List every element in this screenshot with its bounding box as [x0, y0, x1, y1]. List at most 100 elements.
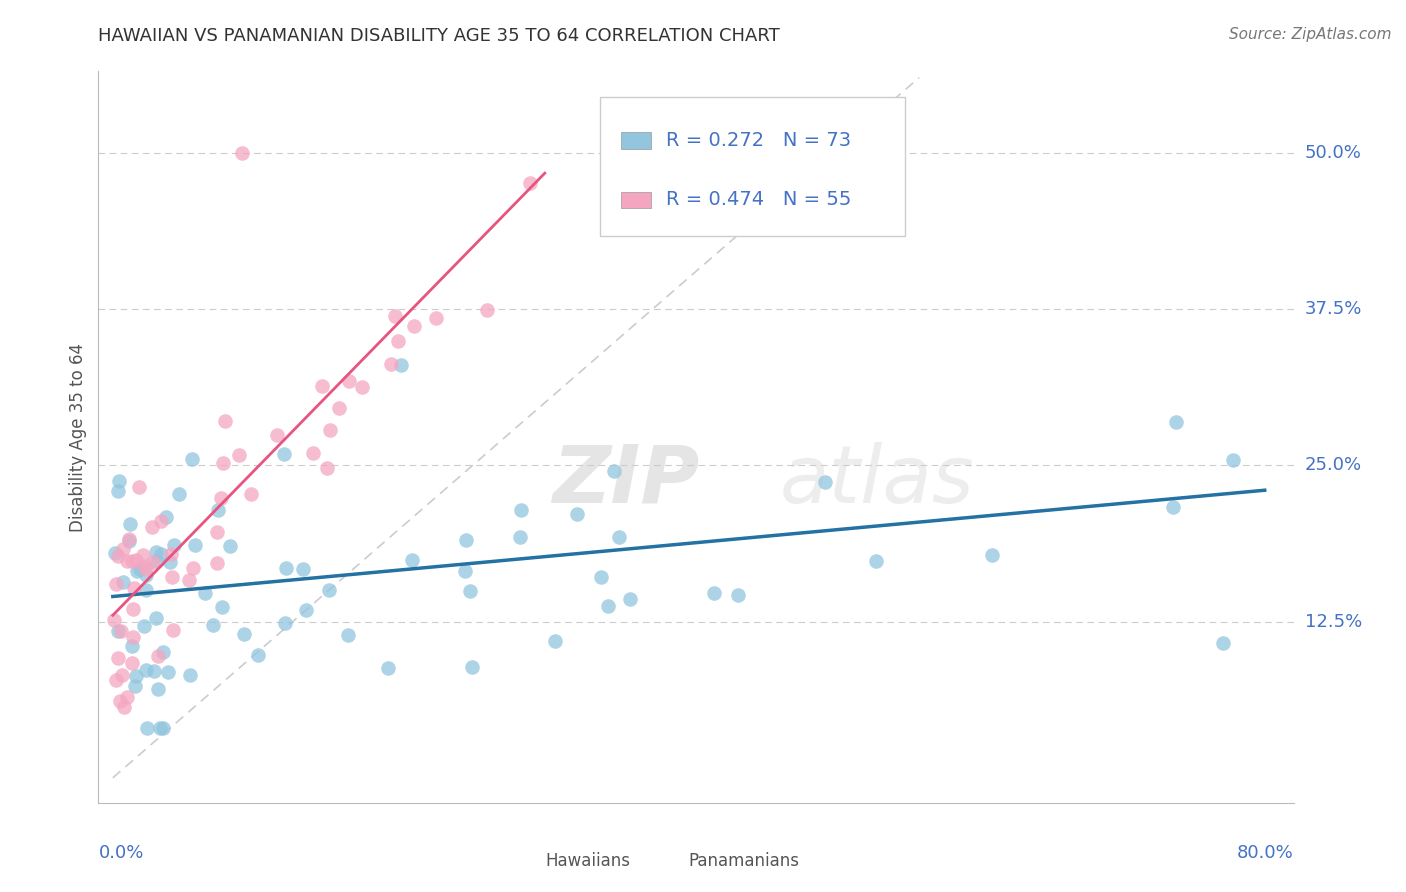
Point — [155, 509, 177, 524]
Point — [294, 603, 316, 617]
Point — [1161, 500, 1184, 514]
Point — [209, 491, 232, 505]
Point — [134, 619, 156, 633]
Text: 25.0%: 25.0% — [1305, 456, 1362, 475]
Point — [607, 530, 630, 544]
Point — [619, 592, 641, 607]
Point — [121, 554, 143, 568]
Point — [219, 539, 242, 553]
Point — [150, 548, 173, 562]
Text: Panamanians: Panamanians — [689, 853, 800, 871]
FancyBboxPatch shape — [654, 854, 681, 869]
Point — [136, 721, 159, 735]
Point — [132, 548, 155, 562]
Point — [596, 599, 619, 614]
Point — [141, 520, 163, 534]
Text: 37.5%: 37.5% — [1305, 300, 1362, 318]
FancyBboxPatch shape — [620, 132, 651, 149]
Point — [163, 538, 186, 552]
Point — [104, 673, 127, 687]
Point — [212, 456, 235, 470]
Point — [380, 357, 402, 371]
Point — [377, 661, 399, 675]
Point — [105, 577, 128, 591]
Point — [152, 645, 174, 659]
Point — [336, 628, 359, 642]
Point — [302, 445, 325, 459]
Point — [107, 651, 129, 665]
Point — [107, 474, 129, 488]
Point — [135, 568, 157, 582]
Point — [135, 561, 157, 575]
Point — [1212, 636, 1234, 650]
Point — [167, 486, 190, 500]
Point — [274, 615, 297, 630]
Point — [107, 483, 129, 498]
Point — [150, 514, 173, 528]
Point — [129, 562, 152, 576]
FancyBboxPatch shape — [600, 97, 905, 235]
Point — [121, 630, 143, 644]
Point — [865, 554, 887, 568]
Point — [124, 679, 146, 693]
Point — [458, 584, 481, 599]
Point — [118, 533, 141, 548]
Point — [181, 452, 204, 467]
Point — [103, 614, 125, 628]
Point — [603, 464, 626, 478]
Point — [519, 176, 541, 190]
Point — [350, 380, 373, 394]
Point — [318, 583, 340, 598]
Point — [107, 549, 129, 564]
Point — [565, 508, 588, 522]
Point — [425, 310, 447, 325]
Point — [981, 549, 1004, 563]
Point — [211, 599, 233, 614]
Text: atlas: atlas — [779, 442, 974, 520]
Point — [475, 303, 498, 318]
Point — [183, 561, 205, 575]
Text: 50.0%: 50.0% — [1305, 144, 1361, 161]
Point — [115, 690, 138, 705]
Point — [205, 556, 228, 570]
Point — [228, 448, 250, 462]
Text: 12.5%: 12.5% — [1305, 613, 1362, 631]
Point — [160, 570, 183, 584]
Point — [401, 553, 423, 567]
Point — [315, 461, 337, 475]
Point — [112, 574, 135, 589]
Point — [145, 545, 167, 559]
Point — [177, 573, 200, 587]
Point — [135, 664, 157, 678]
Point — [194, 586, 217, 600]
Point — [387, 334, 409, 348]
Text: 0.0%: 0.0% — [98, 845, 143, 863]
Point — [111, 668, 134, 682]
Point — [125, 552, 148, 566]
Point — [214, 414, 236, 428]
Text: ZIP: ZIP — [553, 442, 700, 520]
Point — [143, 665, 166, 679]
Point — [121, 656, 143, 670]
Point — [201, 618, 224, 632]
Point — [111, 541, 134, 556]
Point — [544, 633, 567, 648]
Point — [152, 721, 174, 735]
Text: R = 0.474   N = 55: R = 0.474 N = 55 — [666, 190, 852, 209]
Point — [232, 627, 254, 641]
Point — [703, 586, 725, 600]
Point — [384, 309, 406, 323]
Y-axis label: Disability Age 35 to 64: Disability Age 35 to 64 — [69, 343, 87, 532]
FancyBboxPatch shape — [620, 192, 651, 208]
Point — [1164, 415, 1187, 429]
Point — [157, 665, 180, 680]
Point — [240, 487, 263, 501]
Text: 80.0%: 80.0% — [1237, 845, 1294, 863]
Point — [145, 610, 167, 624]
Point — [146, 553, 169, 567]
Point — [104, 546, 127, 560]
Point — [328, 401, 350, 416]
Point — [159, 547, 181, 561]
Point — [159, 555, 181, 569]
Text: R = 0.272   N = 73: R = 0.272 N = 73 — [666, 130, 851, 150]
